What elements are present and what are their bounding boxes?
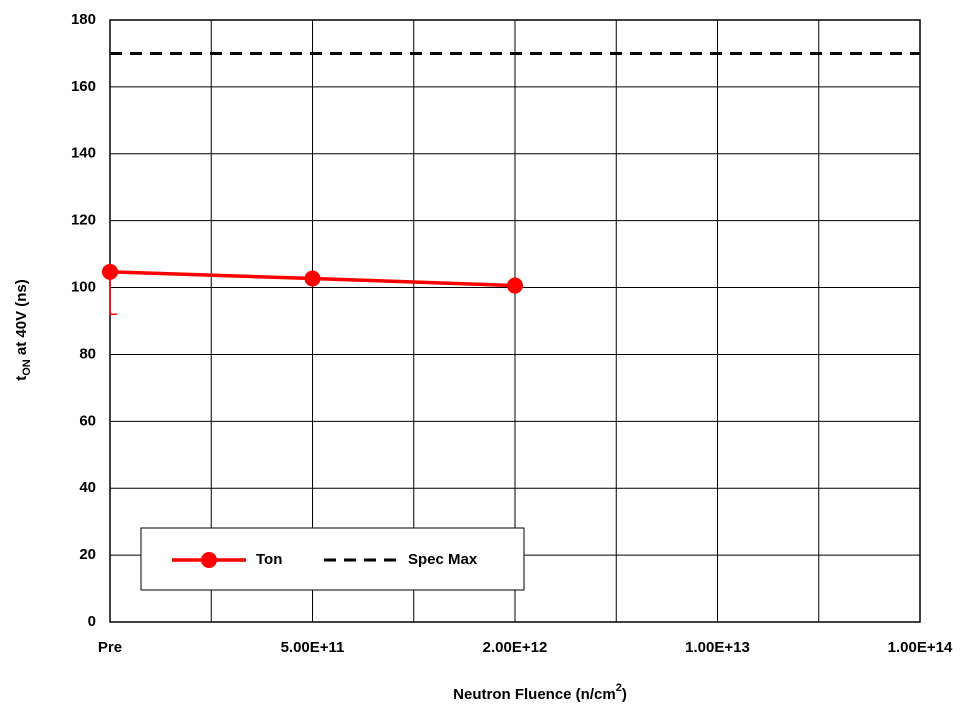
y-tick-label: 40: [79, 479, 96, 496]
legend-label: Ton: [256, 551, 282, 568]
y-tick-label: 180: [71, 11, 96, 28]
y-tick-label: 80: [79, 345, 96, 362]
data-point: [507, 277, 523, 294]
plot-frame: [109, 19, 921, 623]
y-axis-label: tON at 40V (ns): [13, 279, 33, 381]
x-tick-label: 5.00E+11: [281, 639, 345, 656]
data-point: [102, 263, 118, 280]
x-label-sup: 2: [616, 682, 622, 694]
x-axis-label: Neutron Fluence (n/cm2): [453, 682, 627, 703]
y-label-text: at 40V (ns): [13, 279, 30, 359]
x-label-text: ): [622, 686, 627, 703]
legend-label: Spec Max: [408, 551, 478, 568]
y-tick-label: 60: [79, 412, 96, 429]
data-point: [304, 270, 321, 287]
x-tick-label: Pre: [98, 639, 122, 656]
legend-marker: [201, 552, 217, 568]
y-tick-label: 160: [71, 78, 96, 95]
x-tick-label: 1.00E+14: [888, 639, 953, 656]
x-tick-label: 2.00E+12: [483, 639, 548, 656]
y-tick-label: 120: [71, 212, 96, 229]
y-label-sub: ON: [21, 359, 33, 376]
x-label-text: Neutron Fluence (n/cm: [453, 686, 616, 703]
legend: Ton Spec Max: [140, 527, 525, 591]
y-label-text: t: [13, 376, 30, 381]
y-tick-label: 20: [79, 546, 96, 563]
y-tick-label: 140: [71, 145, 96, 162]
x-tick-label: 1.00E+13: [685, 639, 750, 656]
y-tick-label: 100: [71, 279, 96, 296]
y-tick-label: 0: [88, 613, 96, 630]
